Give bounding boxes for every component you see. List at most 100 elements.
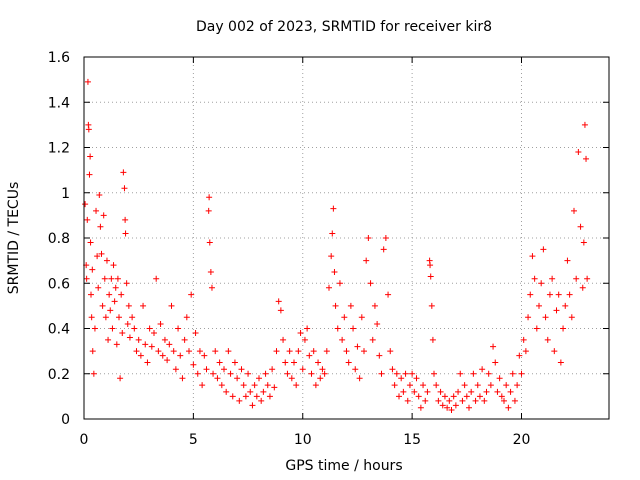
data-point	[562, 302, 569, 309]
data-point	[90, 370, 97, 377]
data-point	[85, 126, 92, 133]
data-points	[82, 78, 591, 413]
data-point	[91, 325, 98, 332]
data-point	[121, 185, 128, 192]
data-point	[369, 336, 376, 343]
data-point	[89, 266, 96, 273]
data-point	[494, 388, 501, 395]
y-tick-label: 0.4	[48, 322, 70, 338]
data-point	[116, 314, 122, 321]
data-point	[583, 155, 590, 162]
data-point	[400, 388, 407, 395]
data-point	[199, 382, 206, 389]
data-point	[566, 291, 573, 298]
data-point	[142, 341, 149, 348]
y-tick-label: 0.2	[48, 367, 70, 383]
data-point	[275, 298, 282, 305]
data-point	[463, 393, 470, 400]
data-point	[223, 388, 230, 395]
y-tick-label: 0.8	[48, 231, 70, 247]
data-point	[341, 314, 348, 321]
data-point	[308, 370, 315, 377]
data-point	[206, 194, 213, 201]
data-point	[93, 207, 100, 214]
data-point	[269, 366, 276, 373]
data-point	[358, 314, 365, 321]
data-point	[522, 348, 529, 355]
data-point	[417, 404, 424, 411]
data-point	[492, 359, 499, 366]
data-point	[466, 404, 472, 411]
data-point	[240, 382, 247, 389]
data-point	[424, 388, 431, 395]
data-point	[326, 284, 332, 291]
data-point	[557, 359, 564, 366]
data-point	[172, 366, 179, 373]
grid	[84, 57, 609, 419]
data-point	[190, 361, 197, 368]
data-point	[455, 388, 462, 395]
data-point	[329, 230, 336, 237]
data-point	[304, 325, 311, 332]
data-point	[188, 291, 195, 298]
data-point	[470, 370, 477, 377]
data-point	[334, 325, 341, 332]
data-point	[536, 302, 542, 309]
data-point	[496, 375, 503, 382]
data-point	[83, 275, 90, 282]
data-point	[531, 275, 538, 282]
data-point	[82, 201, 89, 208]
data-point	[361, 348, 367, 355]
data-point	[131, 325, 138, 332]
data-point	[166, 341, 173, 348]
data-point	[125, 302, 132, 309]
data-point	[435, 397, 442, 404]
data-point	[474, 382, 481, 389]
y-tick-label: 1.2	[48, 141, 70, 157]
data-point	[433, 382, 440, 389]
data-point	[371, 302, 378, 309]
data-point	[555, 291, 562, 298]
data-point	[98, 250, 105, 257]
data-point	[437, 388, 444, 395]
data-point	[117, 375, 124, 382]
data-point	[350, 325, 357, 332]
data-point	[271, 384, 278, 391]
data-point	[186, 348, 192, 355]
data-point	[387, 348, 394, 355]
data-point	[457, 370, 464, 377]
data-point	[538, 280, 545, 287]
data-point	[413, 375, 420, 382]
data-point	[170, 348, 177, 355]
data-point	[560, 325, 567, 332]
data-point	[181, 336, 188, 343]
data-point	[113, 341, 120, 348]
data-point	[266, 393, 273, 400]
data-point	[385, 291, 392, 298]
plot-frame	[83, 56, 610, 420]
data-point	[367, 280, 374, 287]
y-tick-label: 1	[61, 186, 70, 202]
data-point	[391, 382, 398, 389]
data-point	[396, 393, 402, 400]
data-point	[376, 352, 383, 359]
data-point	[481, 397, 488, 404]
data-point	[511, 397, 518, 404]
data-point	[101, 275, 108, 282]
data-point	[498, 393, 505, 400]
data-point	[573, 275, 580, 282]
data-point	[404, 397, 411, 404]
data-point	[483, 388, 490, 395]
data-point	[584, 275, 591, 282]
data-point	[177, 352, 184, 359]
data-point	[575, 149, 582, 156]
data-point	[205, 207, 212, 214]
data-point	[406, 382, 413, 389]
data-point	[179, 375, 186, 382]
chart-title: Day 002 of 2023, SRMTID for receiver kir…	[196, 19, 492, 35]
data-point	[415, 393, 422, 400]
x-tick-label: 0	[80, 432, 89, 448]
data-point	[533, 325, 540, 332]
data-point	[485, 370, 492, 377]
